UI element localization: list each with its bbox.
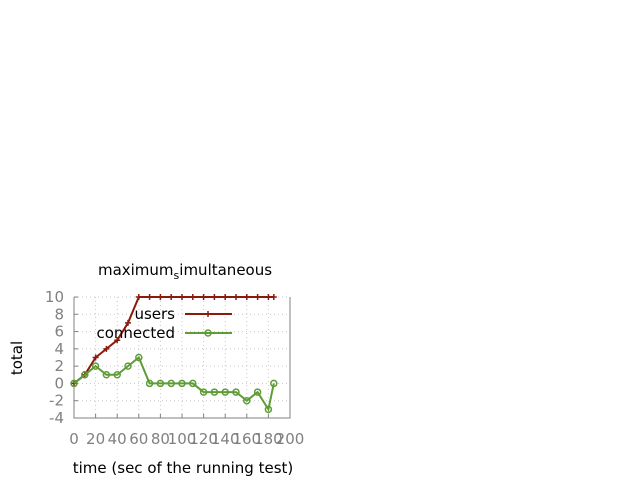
data-point [221, 388, 229, 396]
x-tick-label: 60 [129, 430, 148, 448]
x-axis-label: time (sec of the running test) [73, 459, 294, 477]
data-point [232, 388, 240, 396]
legend-label: users [134, 305, 175, 323]
data-point [125, 319, 131, 326]
y-tick-label: -2 [49, 392, 64, 410]
data-point [200, 294, 207, 300]
data-point [135, 294, 142, 300]
data-point [178, 379, 186, 388]
y-tick-label: 0 [54, 374, 64, 392]
data-point [199, 388, 208, 396]
data-point [92, 354, 99, 361]
data-point [70, 379, 78, 388]
data-point [71, 380, 77, 387]
y-tick-label: 2 [54, 357, 64, 375]
data-point [254, 294, 261, 300]
legend-label: connected [96, 324, 175, 342]
data-point [135, 353, 143, 362]
data-point [91, 362, 100, 370]
data-point [156, 379, 165, 388]
series-line-connected [73, 355, 275, 412]
y-tick-label: 6 [54, 323, 64, 341]
x-tick-label: 180 [254, 430, 283, 448]
plot-border [73, 297, 291, 419]
data-point [157, 294, 164, 300]
data-point [167, 379, 175, 388]
data-point [270, 379, 278, 388]
data-point [146, 294, 153, 300]
data-point [205, 311, 211, 317]
data-point [145, 379, 154, 388]
data-point [264, 405, 273, 414]
data-point [124, 362, 132, 370]
data-point [270, 294, 277, 300]
y-tick-label: 10 [45, 288, 64, 306]
data-point [222, 294, 229, 300]
data-point [179, 294, 185, 300]
data-point [113, 371, 121, 379]
x-tick-label: 0 [69, 430, 79, 448]
data-point [243, 294, 250, 300]
x-tick-label: 200 [276, 430, 305, 448]
y-axis-label: total [8, 341, 26, 375]
data-point [189, 294, 196, 300]
x-tick-label: 40 [108, 430, 127, 448]
y-tick-label: 4 [54, 340, 64, 358]
series-layer [70, 294, 278, 414]
chart-title: maximumsimultaneous [98, 261, 272, 282]
data-point [81, 371, 89, 379]
x-tick-label: 120 [189, 430, 218, 448]
x-tick-label: 20 [86, 430, 105, 448]
data-point [253, 388, 262, 396]
x-tick-label: 80 [151, 430, 170, 448]
data-point [204, 329, 212, 337]
y-tick-label: 8 [54, 305, 64, 323]
data-point [102, 371, 111, 379]
data-point [103, 345, 110, 352]
data-point [265, 294, 272, 300]
y-tick-label: -4 [49, 409, 64, 427]
data-point [114, 337, 121, 344]
x-tick-label: 160 [232, 430, 261, 448]
grid-layer [73, 296, 291, 419]
x-tick-label: 140 [211, 430, 240, 448]
data-point [210, 388, 219, 396]
data-point [243, 396, 251, 405]
x-tick-label: 100 [168, 430, 197, 448]
data-point [233, 294, 239, 300]
data-point [211, 294, 218, 300]
data-point [168, 294, 175, 300]
data-point [189, 379, 197, 388]
